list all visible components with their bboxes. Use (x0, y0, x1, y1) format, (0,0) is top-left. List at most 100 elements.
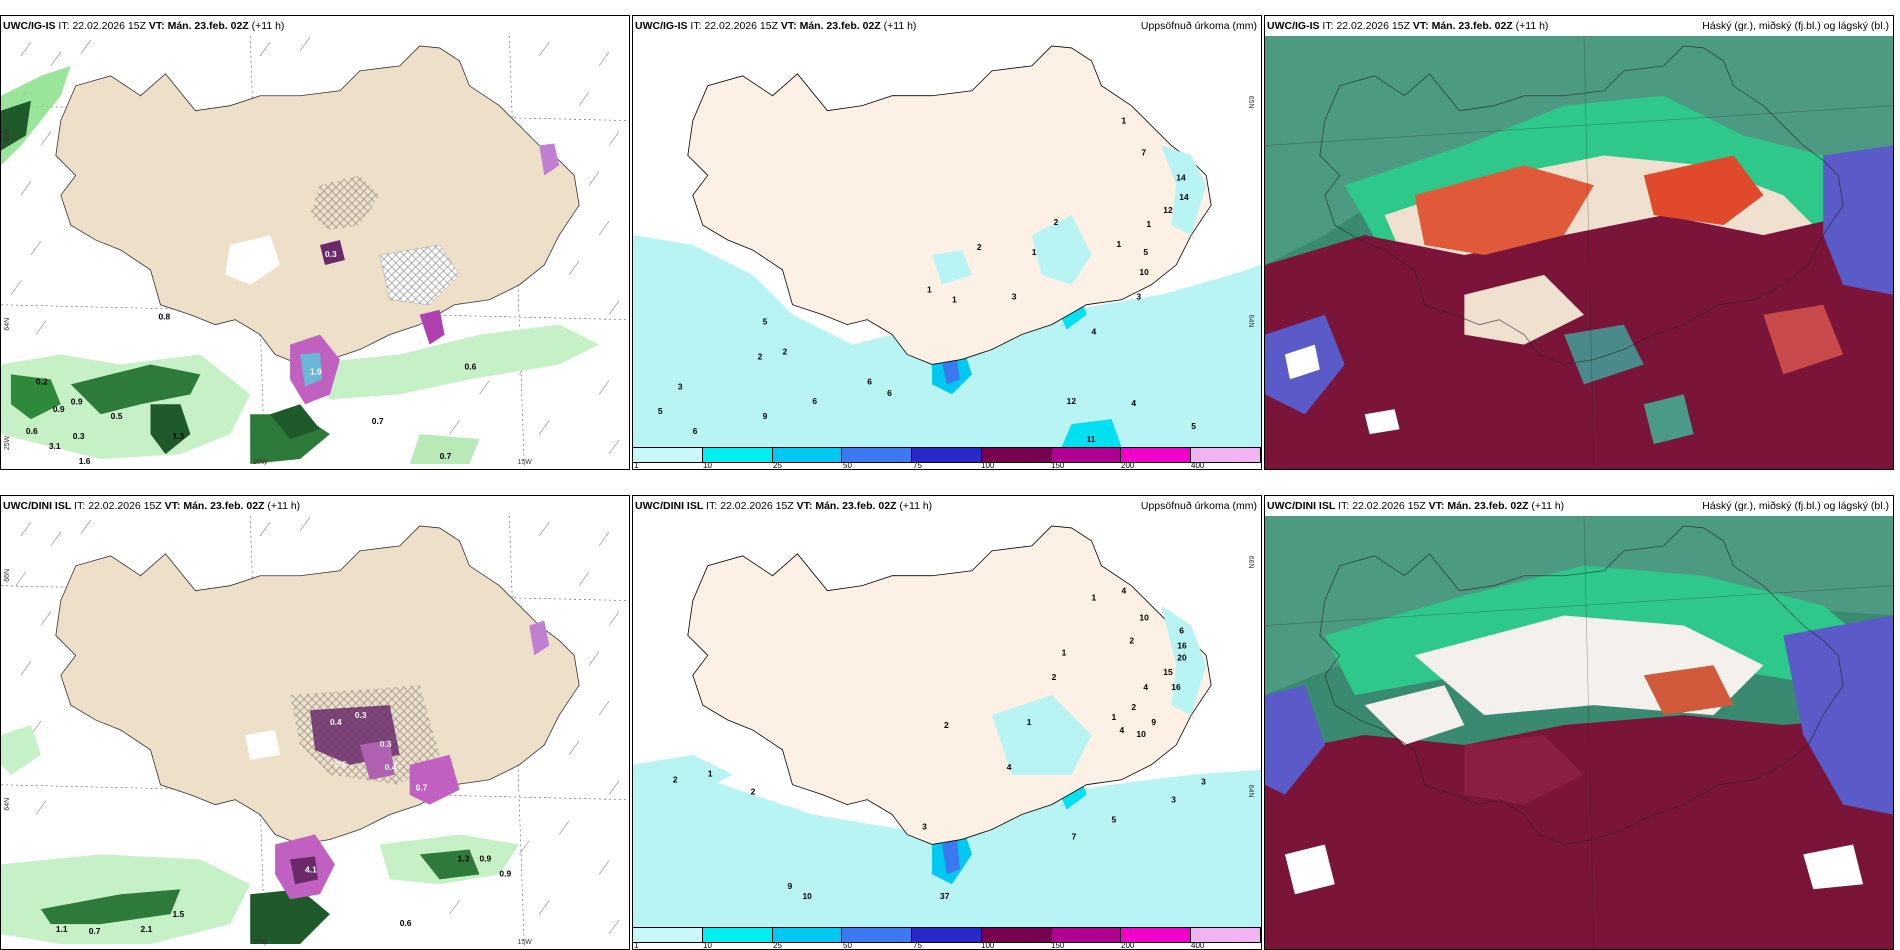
cloud-map[interactable] (1265, 516, 1893, 949)
valid-time: Mán. 23.feb. 02Z (799, 20, 881, 32)
map-value: 0.6 (400, 918, 412, 928)
map-value: 4 (1131, 398, 1136, 408)
colorbar-tick: 10 (703, 941, 712, 950)
map-value: 1.9 (310, 366, 322, 376)
panel-title: Uppsöfnuð úrkoma (mm) (1140, 500, 1257, 512)
precip-map[interactable]: 1 4 10 6 2 16 20 15 16 1 2 4 2 1 9 10 4 … (633, 516, 1261, 927)
map-value: 2 (1052, 672, 1057, 682)
model-name: UWC/DINI ISL (3, 500, 72, 512)
map-value: 9 (763, 411, 768, 421)
panel-header: UWC/IG-IS IT: 22.02.2026 15Z VT: Mán. 23… (1265, 16, 1893, 36)
map-value: 6 (1179, 625, 1184, 635)
colorbar-tick: 75 (913, 461, 922, 470)
map-value: 2 (751, 787, 756, 797)
map-value: 10 (1139, 267, 1149, 277)
wind-barbs (10, 516, 620, 935)
map-value: 16 (1177, 640, 1187, 650)
map-value: 2 (944, 720, 949, 730)
panel-header: UWC/DINI ISL IT: 22.02.2026 15Z VT: Mán.… (1, 496, 629, 516)
model-name: UWC/DINI ISL (1267, 500, 1336, 512)
map-value: 0.9 (479, 853, 491, 863)
lead-time: (+11 h) (899, 500, 933, 512)
valid-time: Mán. 23.feb. 02Z (1431, 20, 1513, 32)
map-value: 6 (693, 426, 698, 436)
wind-map[interactable]: 0.8 1.9 0.3 0.6 0.9 0.7 0.7 0.2 0.9 0.6 … (1, 36, 629, 469)
precip-map-panel-bottom: UWC/DINI ISL IT: 22.02.2026 15Z VT: Mán.… (632, 495, 1262, 950)
precip-value-labels: 1 4 10 6 2 16 20 15 16 1 2 4 2 1 9 10 4 … (673, 586, 1206, 902)
panel-header: UWC/DINI ISL IT: 22.02.2026 15Z VT: Mán.… (633, 496, 1261, 516)
colorbar-tick: 400 (1191, 461, 1205, 470)
lead-time: (+11 h) (883, 20, 917, 32)
cloud-map-panel-top: UWC/IG-IS IT: 22.02.2026 15Z VT: Mán. 23… (1264, 15, 1894, 470)
colorbar-swatch (772, 448, 843, 462)
map-value: 4 (1092, 327, 1097, 337)
map-value: 12 (1163, 205, 1173, 215)
map-value: 1 (1121, 116, 1126, 126)
panel-title: Háský (gr.), miðský (fj.bl.) og lágský (… (1702, 500, 1889, 512)
map-value: 37 (940, 891, 950, 901)
lead-time: (+11 h) (1531, 500, 1565, 512)
precip-value-labels: 1 7 14 14 12 1 2 5 10 3 1 2 1 1 3 4 5 2 … (658, 116, 1196, 444)
map-value: 9 (788, 881, 793, 891)
coord-label: 65N (4, 129, 11, 142)
map-value: 4.1 (305, 864, 317, 874)
cloud-map[interactable] (1265, 36, 1893, 469)
map-value: 5 (763, 317, 768, 327)
coord-label: 20W (253, 459, 268, 466)
colorbar-tick: 25 (773, 941, 782, 950)
map-value: 0.3 (73, 431, 85, 441)
colorbar-swatch (702, 448, 773, 462)
map-value: 6 (867, 376, 872, 386)
map-value: 1 (1092, 593, 1097, 603)
map-value: 12 (1067, 396, 1077, 406)
colorbar-tick: 1 (634, 941, 639, 950)
map-value: 0.9 (71, 396, 83, 406)
map-value: 2 (673, 775, 678, 785)
panel-header: UWC/IG-IS IT: 22.02.2026 15Z VT: Mán. 23… (633, 16, 1261, 36)
valid-time: Mán. 23.feb. 02Z (183, 500, 265, 512)
valid-time: Mán. 23.feb. 02Z (1447, 500, 1529, 512)
colorbar-swatch (1051, 448, 1122, 462)
wind-map[interactable]: 0.4 0.3 0.3 0.6 0.4 0.7 1.3 0.9 0.9 4.1 … (1, 516, 629, 949)
map-value: 0.5 (111, 411, 123, 421)
panel-title: Háský (gr.), miðský (fj.bl.) og lágský (… (1702, 20, 1889, 32)
valid-time: Mán. 23.feb. 02Z (815, 500, 897, 512)
valid-time: Mán. 23.feb. 02Z (167, 20, 249, 32)
map-value: 2 (783, 346, 788, 356)
map-value: 0.7 (372, 416, 384, 426)
wind-value-labels: 0.8 1.9 0.3 0.6 0.9 0.7 0.7 0.2 0.9 0.6 … (26, 249, 477, 466)
coord-label: 66N (4, 569, 11, 582)
map-value: 5 (1143, 247, 1148, 257)
map-value: 2 (1131, 702, 1136, 712)
map-value: 1 (1062, 647, 1067, 657)
colorbar-swatch (702, 928, 773, 942)
colorbar-swatch (633, 928, 703, 942)
coord-label: 20W (253, 939, 268, 946)
vt-label: VT: (1412, 20, 1429, 32)
map-value: 14 (1179, 192, 1189, 202)
cloud-map-panel-bottom: UWC/DINI ISL IT: 22.02.2026 15Z VT: Mán.… (1264, 495, 1894, 950)
map-value: 7 (1072, 831, 1077, 841)
vt-label: VT: (148, 20, 165, 32)
map-value: 0.7 (89, 926, 101, 936)
precip-colorbar: 1 10 25 50 75 100 150 200 400 (633, 927, 1261, 949)
map-value: 2 (977, 242, 982, 252)
coord-label: 25W (4, 435, 11, 450)
vt-label: VT: (1428, 500, 1445, 512)
model-name: UWC/IG-IS (3, 20, 56, 32)
colorbar-swatch (772, 928, 843, 942)
precip-shading (1, 65, 600, 465)
colorbar-tick: 10 (703, 461, 712, 470)
map-value: 3 (678, 381, 683, 391)
lead-time: (+11 h) (251, 20, 285, 32)
colorbar-tick: 50 (843, 461, 852, 470)
colorbar-swatch (842, 928, 913, 942)
precip-colorbar: 1 10 25 50 75 100 150 200 400 (633, 447, 1261, 469)
map-value: 10 (1139, 612, 1149, 622)
coord-label: 66N (1247, 556, 1254, 569)
map-value: 11 (1087, 434, 1096, 444)
init-time: 22.02.2026 15Z (1352, 500, 1426, 512)
colorbar-swatch (912, 448, 982, 462)
map-value: 0.7 (416, 783, 428, 793)
precip-map[interactable]: 1 7 14 14 12 1 2 5 10 3 1 2 1 1 3 4 5 2 … (633, 36, 1261, 447)
